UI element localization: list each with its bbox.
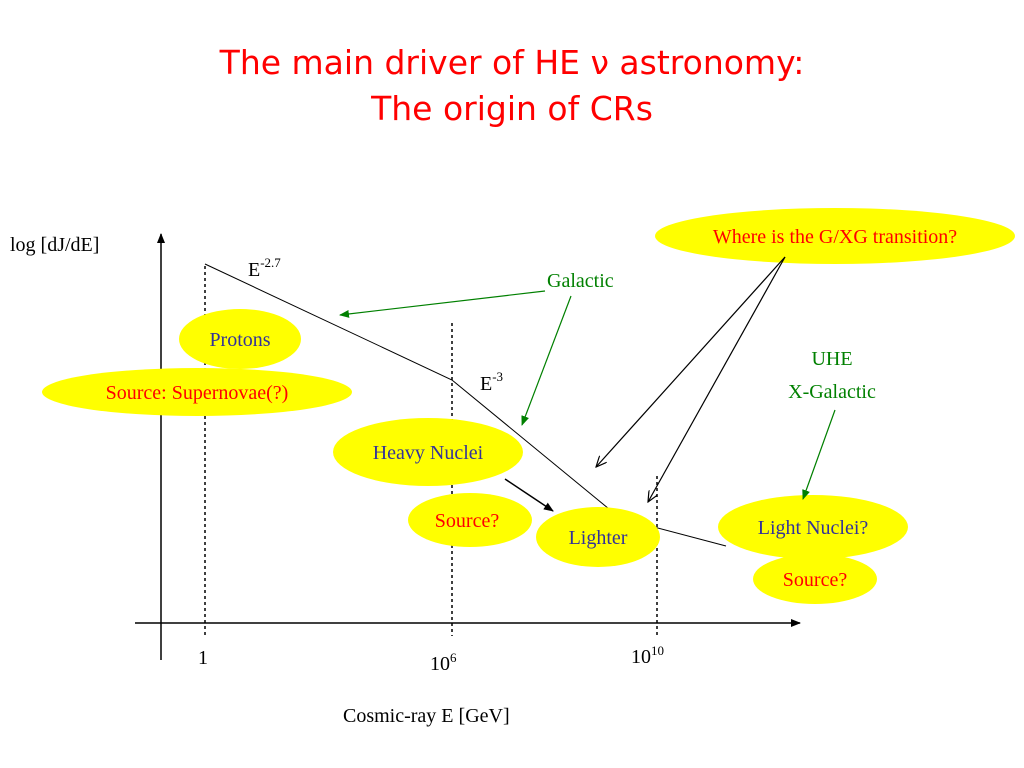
light-nuclei-bubble xyxy=(718,495,908,559)
transition-arrow-left xyxy=(596,256,786,467)
protons-bubble xyxy=(179,309,301,369)
heavy-to-lighter-arrow xyxy=(504,478,554,512)
galactic-arrow-to-spectrum xyxy=(339,290,546,318)
supernovae-bubble-text: Source: Supernovae(?) xyxy=(106,382,289,404)
source-right-bubble-text: Source? xyxy=(783,569,848,591)
x-tick-label-1: 1 xyxy=(198,647,208,669)
x-tick-label-1e6: 106 xyxy=(430,650,457,675)
lighter-bubble-text: Lighter xyxy=(569,527,628,549)
light-nuclei-bubble-text: Light Nuclei? xyxy=(758,517,869,539)
x-tick-label-1e10: 1010 xyxy=(631,643,664,668)
lighter-bubble xyxy=(536,507,660,567)
x-galactic-label: X-Galactic xyxy=(788,381,876,403)
supernovae-bubble xyxy=(42,368,352,416)
heavy-nuclei-bubble-text: Heavy Nuclei xyxy=(373,442,484,464)
slope-label-e-3: E-3 xyxy=(480,369,503,395)
transition-arrow-right xyxy=(648,256,786,502)
y-axis-label: log [dJ/dE] xyxy=(10,234,99,256)
uhe-label: UHE xyxy=(811,348,852,370)
transition-bubble-text: Where is the G/XG transition? xyxy=(713,226,957,248)
title-line-2: The origin of CRs xyxy=(371,89,653,128)
slope-label-e-2-7: E-2.7 xyxy=(248,255,281,281)
title-line-1: The main driver of HE ν astronomy: xyxy=(219,43,805,82)
galactic-arrow-to-heavy-nuclei xyxy=(521,295,572,426)
source-mid-bubble-text: Source? xyxy=(435,510,500,532)
x-axis-label: Cosmic-ray E [GeV] xyxy=(343,705,510,727)
transition-bubble xyxy=(655,208,1015,264)
galactic-label: Galactic xyxy=(547,270,614,292)
spectrum-curve xyxy=(204,263,727,547)
slide-title: The main driver of HE ν astronomy: The o… xyxy=(0,40,1024,132)
protons-bubble-text: Protons xyxy=(209,329,270,351)
uhe-arrow-to-light-nuclei xyxy=(802,409,836,500)
source-right-bubble xyxy=(753,554,877,604)
heavy-nuclei-bubble xyxy=(333,418,523,486)
source-mid-bubble xyxy=(408,493,532,547)
